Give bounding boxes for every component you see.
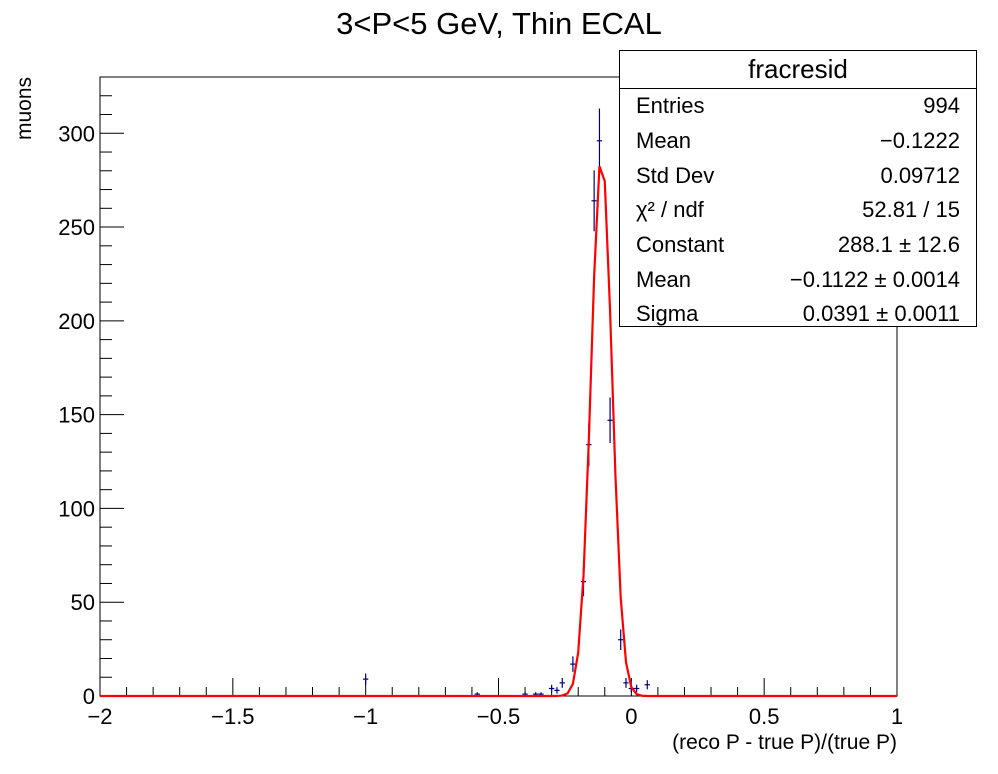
y-tick-label: 300 bbox=[58, 121, 95, 146]
histogram-point bbox=[591, 170, 597, 232]
stats-box-name: fracresid bbox=[620, 51, 976, 89]
histogram-point bbox=[644, 680, 650, 690]
histogram-points bbox=[363, 108, 650, 696]
y-tick-label: 250 bbox=[58, 215, 95, 240]
stats-row-value: −0.1122 ± 0.0014 bbox=[789, 266, 960, 292]
histogram-point bbox=[623, 677, 629, 688]
histogram-point bbox=[554, 687, 560, 694]
histogram-point bbox=[363, 673, 369, 685]
histogram-point bbox=[618, 629, 624, 651]
stats-row-label: Sigma bbox=[636, 301, 699, 327]
axis-ticks bbox=[99, 76, 898, 697]
x-tick-label: −1.5 bbox=[211, 704, 254, 729]
fit-curve bbox=[100, 165, 897, 698]
stats-row-label: Entries bbox=[636, 93, 705, 119]
histogram-point bbox=[559, 677, 565, 688]
y-tick-label: 50 bbox=[71, 590, 95, 615]
y-tick-label: 0 bbox=[83, 684, 95, 709]
fit-curve-group bbox=[100, 165, 897, 698]
y-axis-label: muons bbox=[13, 77, 36, 140]
x-tick-label: −2 bbox=[87, 704, 112, 729]
stats-row-value: 0.0391 ± 0.0011 bbox=[802, 301, 960, 327]
stats-row-label: Constant bbox=[636, 232, 725, 258]
stats-row-value: 288.1 ± 12.6 bbox=[837, 232, 960, 258]
stats-row: Std Dev 0.09712 bbox=[620, 158, 976, 193]
stats-row-label: Mean bbox=[636, 128, 692, 154]
axis-labels: −2 −1.5 −1 −0.5 0 0.5 1 0 50 100 150 200 250 300 (reco… bbox=[13, 77, 903, 754]
x-tick-label: −0.5 bbox=[477, 704, 520, 729]
stats-row-label: Std Dev bbox=[636, 162, 715, 188]
stats-row: Mean −0.1122 ± 0.0014 bbox=[620, 262, 976, 297]
stats-row: χ² / ndf 52.81 / 15 bbox=[620, 193, 976, 228]
stats-rows: Entries 994 Mean −0.1222 Std Dev 0.09712 χ² / … bbox=[620, 89, 976, 332]
stats-row: Mean −0.1222 bbox=[620, 124, 976, 159]
stats-box: fracresid Entries 994 Mean −0.1222 Std Dev 0.… bbox=[619, 50, 977, 327]
x-tick-label: 1 bbox=[891, 704, 903, 729]
stats-row-value: 0.09712 bbox=[880, 162, 960, 188]
stats-row: Constant 288.1 ± 12.6 bbox=[620, 228, 976, 263]
y-tick-label: 150 bbox=[58, 403, 95, 428]
histogram-point bbox=[633, 684, 640, 693]
histogram-point bbox=[607, 397, 613, 444]
y-tick-label: 200 bbox=[58, 309, 95, 334]
x-axis-label: (reco P - true P)/(true P) bbox=[672, 731, 897, 754]
histogram-point bbox=[570, 656, 576, 672]
stats-row: Sigma 0.0391 ± 0.0011 bbox=[620, 297, 976, 332]
stats-row-label: χ² / ndf bbox=[636, 197, 704, 223]
stats-row-value: −0.1222 bbox=[879, 128, 960, 154]
y-tick-label: 100 bbox=[58, 496, 95, 521]
chart-title: 3<P<5 GeV, Thin ECAL bbox=[336, 6, 662, 41]
stats-row-value: 994 bbox=[923, 93, 960, 119]
histogram-point bbox=[596, 108, 603, 174]
x-tick-label: 0 bbox=[625, 704, 637, 729]
stats-row-value: 52.81 / 15 bbox=[862, 197, 960, 223]
x-tick-label: −1 bbox=[353, 704, 378, 729]
histogram-point bbox=[548, 684, 555, 693]
x-tick-label: 0.5 bbox=[749, 704, 780, 729]
stats-row: Entries 994 bbox=[620, 89, 976, 124]
stats-row-label: Mean bbox=[636, 266, 692, 292]
